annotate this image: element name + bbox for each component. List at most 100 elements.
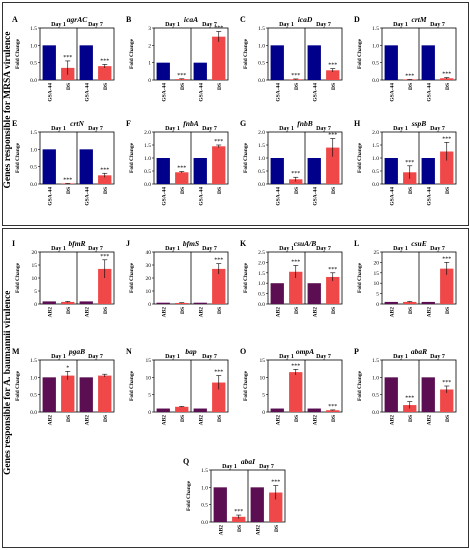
x-tick-label: AB2 xyxy=(84,307,90,318)
y-axis-label: Fold Change xyxy=(129,142,135,173)
significance-label: *** xyxy=(214,370,223,376)
x-tick-label: DS xyxy=(274,525,280,532)
day-label-1: Day 1 xyxy=(165,126,180,132)
significance-label: *** xyxy=(291,260,300,266)
x-tick-label: GSA-44 xyxy=(198,83,204,102)
y-axis-label: Fold Change xyxy=(357,38,363,69)
day-label-1: Day 1 xyxy=(393,246,408,252)
bar-J-2 xyxy=(193,302,207,304)
y-tick-label: 0.0 xyxy=(258,78,265,84)
bar-N-3 xyxy=(212,382,226,412)
significance-label: *** xyxy=(100,254,109,260)
significance-label: *** xyxy=(442,380,451,386)
significance-label: *** xyxy=(405,396,414,402)
y-axis-label: Fold Change xyxy=(15,262,21,293)
significance-label: *** xyxy=(214,25,223,31)
y-tick-label: 1.5 xyxy=(258,271,265,277)
y-tick-label: 0 xyxy=(262,410,265,416)
gene-title-F: fnbA xyxy=(183,119,198,128)
bar-B-1 xyxy=(175,79,189,80)
y-axis-label: Fold Change xyxy=(357,142,363,173)
panel-letter-L: L xyxy=(354,239,359,248)
significance-label: *** xyxy=(214,258,223,264)
gene-title-K: csuA/B xyxy=(294,239,317,248)
bar-D-0 xyxy=(384,45,398,80)
x-tick-label: AB2 xyxy=(275,307,281,318)
gene-title-N: bap xyxy=(185,347,197,356)
y-tick-label: 0.0 xyxy=(201,520,208,526)
x-tick-label: GSA-44 xyxy=(312,187,318,206)
y-tick-label: 15 xyxy=(146,358,152,364)
y-tick-label: 10 xyxy=(146,289,152,295)
panel-letter-K: K xyxy=(240,239,247,248)
x-tick-label: DS xyxy=(180,307,186,314)
y-tick-label: 1.0 xyxy=(258,281,265,287)
significance-label: *** xyxy=(100,58,109,64)
y-tick-label: 10 xyxy=(374,281,380,287)
bar-D-2 xyxy=(421,45,435,80)
panel-letter-O: O xyxy=(240,347,246,356)
day-label-1: Day 1 xyxy=(393,126,408,132)
significance-label: *** xyxy=(271,480,280,486)
bar-Q-2 xyxy=(250,487,264,522)
bar-L-0 xyxy=(384,301,398,304)
y-tick-label: 1.5 xyxy=(201,468,208,474)
x-tick-label: DS xyxy=(103,187,109,194)
y-tick-label: 0.5 xyxy=(30,393,37,399)
x-tick-label: DS xyxy=(294,415,300,422)
day-label-7: Day 7 xyxy=(88,126,103,132)
significance-label: *** xyxy=(291,171,300,177)
y-tick-label: 5 xyxy=(262,393,265,399)
y-tick-label: 1.0 xyxy=(372,43,379,49)
day-label-7: Day 7 xyxy=(88,246,103,252)
gene-title-P: abaR xyxy=(411,347,427,356)
bar-F-1 xyxy=(175,172,189,184)
significance-label: *** xyxy=(442,256,451,262)
bar-B-2 xyxy=(193,62,207,80)
bar-K-1 xyxy=(289,271,303,304)
y-tick-label: 2.0 xyxy=(372,130,379,136)
mrsa-section-frame xyxy=(2,2,469,226)
x-tick-label: DS xyxy=(180,83,186,90)
bar-L-2 xyxy=(421,301,435,304)
x-tick-label: GSA-44 xyxy=(389,187,395,206)
x-tick-label: GSA-44 xyxy=(426,83,432,102)
bar-H-3 xyxy=(440,151,454,184)
x-tick-label: DS xyxy=(217,415,223,422)
day-label-1: Day 1 xyxy=(279,354,294,360)
x-tick-label: GSA-44 xyxy=(426,187,432,206)
x-tick-label: DS xyxy=(294,307,300,314)
y-axis-label: Fold Change xyxy=(186,480,192,511)
x-tick-label: DS xyxy=(408,307,414,314)
y-tick-label: 1 xyxy=(148,61,151,67)
x-tick-label: GSA-44 xyxy=(47,83,53,102)
panel-letter-E: E xyxy=(12,119,17,128)
y-tick-label: 0.5 xyxy=(372,61,379,67)
y-tick-label: 1.5 xyxy=(372,143,379,149)
x-tick-label: AB2 xyxy=(47,307,53,318)
x-tick-label: DS xyxy=(237,525,243,532)
x-tick-label: DS xyxy=(66,307,72,314)
x-tick-label: GSA-44 xyxy=(198,187,204,206)
day-label-1: Day 1 xyxy=(51,354,66,360)
bar-M-0 xyxy=(42,377,56,412)
significance-label: *** xyxy=(328,63,337,69)
bar-G-3 xyxy=(326,147,340,184)
panel-letter-G: G xyxy=(240,119,246,128)
significance-label: *** xyxy=(214,139,223,145)
significance-label: *** xyxy=(177,166,186,172)
bar-E-3 xyxy=(98,175,112,184)
x-tick-label: DS xyxy=(331,83,337,90)
bar-N-1 xyxy=(175,406,189,412)
panel-letter-J: J xyxy=(126,239,130,248)
y-tick-label: 0.0 xyxy=(372,410,379,416)
gene-title-A: agrAC xyxy=(67,15,88,24)
y-axis-label: Fold Change xyxy=(129,38,135,69)
